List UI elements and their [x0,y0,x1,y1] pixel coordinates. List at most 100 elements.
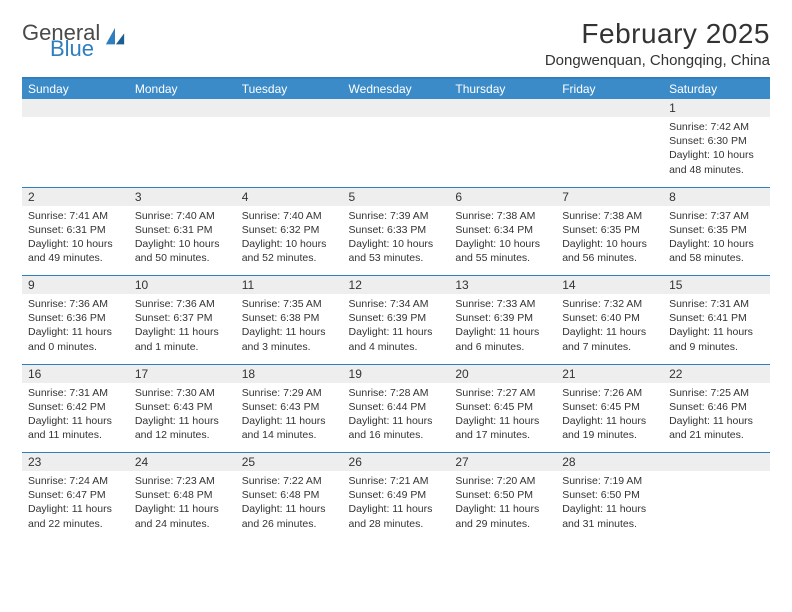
sunrise-text: Sunrise: 7:25 AM [669,386,764,400]
sunrise-text: Sunrise: 7:33 AM [455,297,550,311]
day-content-row: Sunrise: 7:42 AMSunset: 6:30 PMDaylight:… [22,117,770,187]
daylight-text: Daylight: 11 hours and 21 minutes. [669,414,764,442]
weekday-header: Sunday [22,79,129,99]
daylight-text: Daylight: 11 hours and 12 minutes. [135,414,230,442]
daylight-text: Daylight: 11 hours and 11 minutes. [28,414,123,442]
day-number-cell [129,99,236,117]
day-number-cell [236,99,343,117]
sunrise-text: Sunrise: 7:31 AM [669,297,764,311]
header: General Blue February 2025 Dongwenquan, … [22,18,770,69]
daylight-text: Daylight: 10 hours and 56 minutes. [562,237,657,265]
day-content-cell [663,471,770,541]
day-content-cell: Sunrise: 7:30 AMSunset: 6:43 PMDaylight:… [129,383,236,453]
daylight-text: Daylight: 11 hours and 0 minutes. [28,325,123,353]
sunrise-text: Sunrise: 7:41 AM [28,209,123,223]
sunrise-text: Sunrise: 7:31 AM [28,386,123,400]
day-content-cell: Sunrise: 7:36 AMSunset: 6:36 PMDaylight:… [22,294,129,364]
sunrise-text: Sunrise: 7:29 AM [242,386,337,400]
daylight-text: Daylight: 11 hours and 9 minutes. [669,325,764,353]
sunset-text: Sunset: 6:43 PM [135,400,230,414]
daylight-text: Daylight: 10 hours and 49 minutes. [28,237,123,265]
sunset-text: Sunset: 6:34 PM [455,223,550,237]
sunrise-text: Sunrise: 7:38 AM [562,209,657,223]
day-content-row: Sunrise: 7:36 AMSunset: 6:36 PMDaylight:… [22,294,770,364]
sunset-text: Sunset: 6:41 PM [669,311,764,325]
sunset-text: Sunset: 6:39 PM [349,311,444,325]
daylight-text: Daylight: 11 hours and 22 minutes. [28,502,123,530]
weekday-header: Wednesday [343,79,450,99]
day-content-cell: Sunrise: 7:35 AMSunset: 6:38 PMDaylight:… [236,294,343,364]
sunrise-text: Sunrise: 7:27 AM [455,386,550,400]
day-number-cell: 21 [556,364,663,383]
sunset-text: Sunset: 6:49 PM [349,488,444,502]
daylight-text: Daylight: 11 hours and 26 minutes. [242,502,337,530]
sunset-text: Sunset: 6:50 PM [562,488,657,502]
sunrise-text: Sunrise: 7:24 AM [28,474,123,488]
sunrise-text: Sunrise: 7:37 AM [669,209,764,223]
sunrise-text: Sunrise: 7:36 AM [28,297,123,311]
day-number-cell [556,99,663,117]
day-content-cell [556,117,663,187]
day-content-cell: Sunrise: 7:24 AMSunset: 6:47 PMDaylight:… [22,471,129,541]
day-number-cell: 13 [449,276,556,295]
day-content-cell: Sunrise: 7:31 AMSunset: 6:41 PMDaylight:… [663,294,770,364]
calendar-table: Sunday Monday Tuesday Wednesday Thursday… [22,79,770,541]
daylight-text: Daylight: 11 hours and 3 minutes. [242,325,337,353]
sunset-text: Sunset: 6:30 PM [669,134,764,148]
day-content-cell: Sunrise: 7:21 AMSunset: 6:49 PMDaylight:… [343,471,450,541]
day-number-cell: 8 [663,187,770,206]
day-number-cell [22,99,129,117]
sunrise-text: Sunrise: 7:40 AM [135,209,230,223]
day-content-cell [343,117,450,187]
sunset-text: Sunset: 6:37 PM [135,311,230,325]
day-number-cell: 22 [663,364,770,383]
sunrise-text: Sunrise: 7:19 AM [562,474,657,488]
sunset-text: Sunset: 6:48 PM [242,488,337,502]
day-number-cell: 4 [236,187,343,206]
day-number-row: 1 [22,99,770,117]
day-number-row: 9101112131415 [22,276,770,295]
day-number-cell: 14 [556,276,663,295]
day-content-row: Sunrise: 7:41 AMSunset: 6:31 PMDaylight:… [22,206,770,276]
month-title: February 2025 [545,18,770,50]
sunset-text: Sunset: 6:35 PM [669,223,764,237]
daylight-text: Daylight: 10 hours and 55 minutes. [455,237,550,265]
day-content-cell: Sunrise: 7:40 AMSunset: 6:32 PMDaylight:… [236,206,343,276]
day-content-cell [129,117,236,187]
sunset-text: Sunset: 6:46 PM [669,400,764,414]
brand-text-b: Blue [50,38,100,60]
sunset-text: Sunset: 6:47 PM [28,488,123,502]
sunset-text: Sunset: 6:44 PM [349,400,444,414]
day-content-cell: Sunrise: 7:25 AMSunset: 6:46 PMDaylight:… [663,383,770,453]
daylight-text: Daylight: 11 hours and 1 minute. [135,325,230,353]
daylight-text: Daylight: 11 hours and 24 minutes. [135,502,230,530]
sunset-text: Sunset: 6:45 PM [455,400,550,414]
day-content-cell: Sunrise: 7:41 AMSunset: 6:31 PMDaylight:… [22,206,129,276]
daylight-text: Daylight: 11 hours and 4 minutes. [349,325,444,353]
day-number-cell: 3 [129,187,236,206]
sunset-text: Sunset: 6:38 PM [242,311,337,325]
sunrise-text: Sunrise: 7:39 AM [349,209,444,223]
day-content-cell: Sunrise: 7:40 AMSunset: 6:31 PMDaylight:… [129,206,236,276]
sunset-text: Sunset: 6:43 PM [242,400,337,414]
daylight-text: Daylight: 11 hours and 14 minutes. [242,414,337,442]
sunset-text: Sunset: 6:36 PM [28,311,123,325]
weekday-header: Friday [556,79,663,99]
sunset-text: Sunset: 6:40 PM [562,311,657,325]
day-content-cell: Sunrise: 7:28 AMSunset: 6:44 PMDaylight:… [343,383,450,453]
weekday-header-row: Sunday Monday Tuesday Wednesday Thursday… [22,79,770,99]
day-number-cell: 19 [343,364,450,383]
day-number-cell: 6 [449,187,556,206]
day-number-cell: 1 [663,99,770,117]
sunrise-text: Sunrise: 7:32 AM [562,297,657,311]
sunrise-text: Sunrise: 7:26 AM [562,386,657,400]
weekday-header: Monday [129,79,236,99]
daylight-text: Daylight: 11 hours and 6 minutes. [455,325,550,353]
day-content-cell: Sunrise: 7:27 AMSunset: 6:45 PMDaylight:… [449,383,556,453]
day-number-row: 16171819202122 [22,364,770,383]
day-number-row: 2345678 [22,187,770,206]
day-content-cell: Sunrise: 7:36 AMSunset: 6:37 PMDaylight:… [129,294,236,364]
sunset-text: Sunset: 6:48 PM [135,488,230,502]
title-block: February 2025 Dongwenquan, Chongqing, Ch… [545,18,770,69]
day-content-cell: Sunrise: 7:22 AMSunset: 6:48 PMDaylight:… [236,471,343,541]
